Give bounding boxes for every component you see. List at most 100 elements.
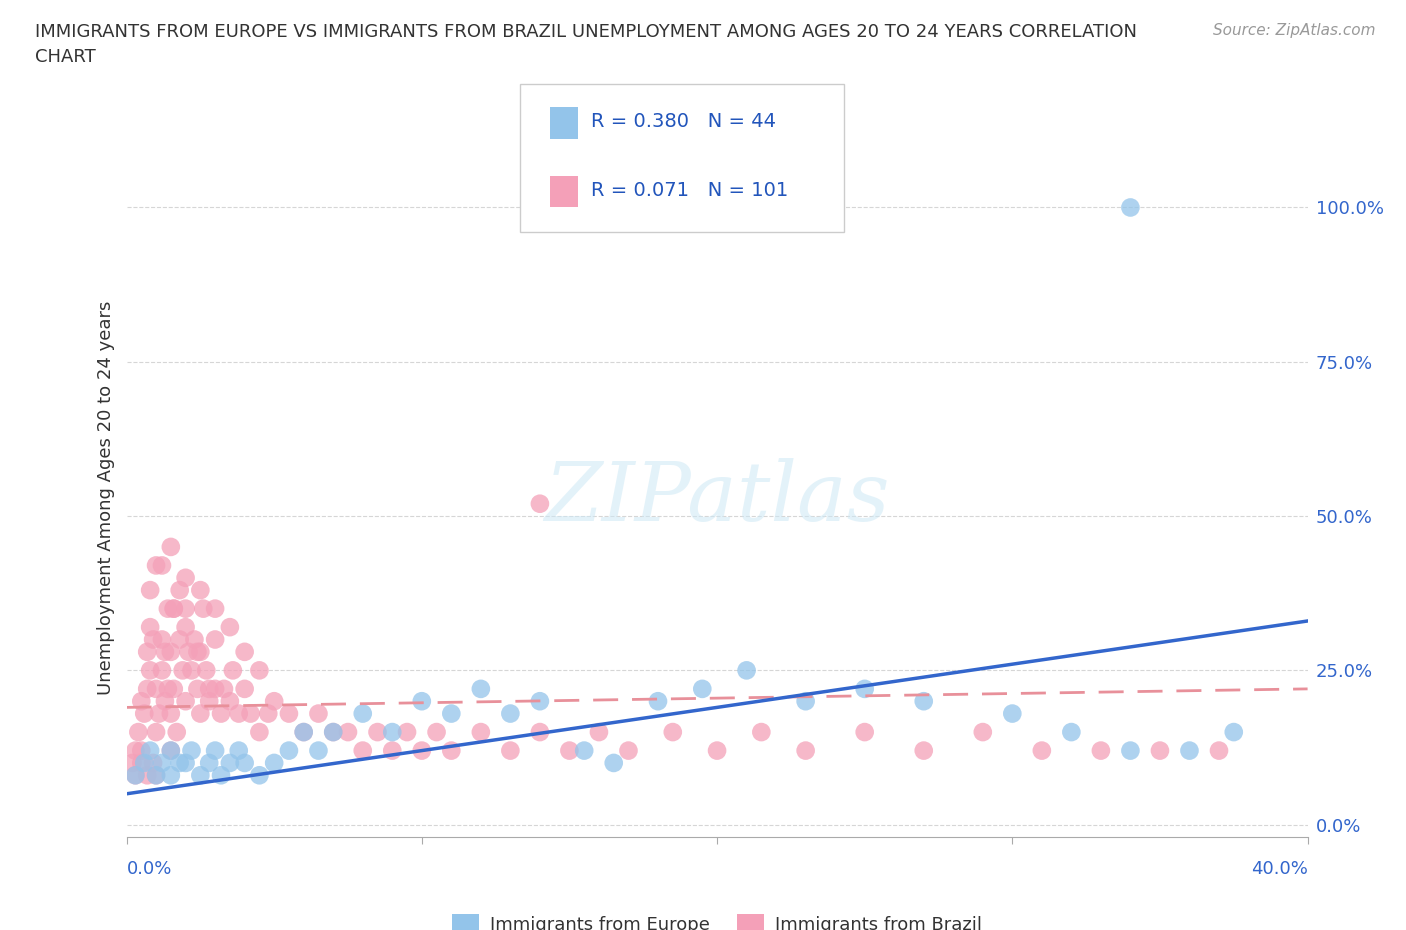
Point (136, 768, 159, 783)
Point (174, 694, 197, 709)
Point (322, 724, 344, 739)
Point (156, 601, 179, 616)
Point (1222, 724, 1246, 739)
Point (853, 682, 876, 697)
Point (292, 724, 315, 739)
Point (574, 743, 596, 758)
Point (148, 706, 170, 721)
Point (499, 706, 522, 721)
Point (145, 558, 167, 573)
Point (706, 743, 728, 758)
Point (129, 743, 153, 758)
Point (188, 706, 211, 721)
Point (352, 743, 374, 758)
Point (139, 619, 162, 634)
Point (440, 743, 463, 758)
Point (166, 724, 188, 739)
Point (233, 644, 256, 659)
Point (134, 755, 156, 770)
Point (470, 724, 492, 739)
Point (647, 694, 669, 709)
Point (163, 601, 186, 616)
Point (150, 558, 173, 573)
Point (198, 694, 221, 709)
Point (239, 706, 262, 721)
Point (186, 682, 208, 697)
Y-axis label: Unemployment Among Ages 20 to 24 years: Unemployment Among Ages 20 to 24 years (97, 300, 115, 695)
Text: CHART: CHART (35, 48, 96, 66)
Text: 0.0%: 0.0% (127, 860, 172, 878)
Point (172, 663, 194, 678)
Point (247, 724, 270, 739)
Point (174, 570, 197, 585)
Point (124, 768, 146, 783)
Point (794, 694, 817, 709)
Point (169, 755, 191, 770)
Point (139, 743, 162, 758)
Point (233, 755, 256, 770)
Point (142, 755, 165, 770)
Point (195, 663, 218, 678)
Point (129, 755, 153, 770)
Point (174, 755, 197, 770)
Point (1090, 743, 1112, 758)
Point (204, 682, 226, 697)
Point (425, 724, 447, 739)
Point (1001, 706, 1024, 721)
Point (174, 619, 197, 634)
Text: R = 0.071   N = 101: R = 0.071 N = 101 (591, 181, 787, 200)
Point (169, 583, 191, 598)
Point (153, 694, 176, 709)
Point (188, 768, 211, 783)
Point (440, 706, 463, 721)
Point (174, 601, 197, 616)
Point (139, 583, 162, 598)
Point (292, 724, 315, 739)
Point (1031, 743, 1053, 758)
Point (177, 644, 200, 659)
Point (263, 755, 285, 770)
Point (180, 663, 202, 678)
Point (193, 601, 215, 616)
Point (411, 743, 433, 758)
Point (381, 724, 404, 739)
Point (121, 755, 143, 770)
Point (127, 724, 149, 739)
Point (212, 682, 235, 697)
Point (470, 682, 492, 697)
Point (150, 632, 173, 647)
Text: IMMIGRANTS FROM EUROPE VS IMMIGRANTS FROM BRAZIL UNEMPLOYMENT AMONG AGES 20 TO 2: IMMIGRANTS FROM EUROPE VS IMMIGRANTS FRO… (35, 23, 1137, 41)
Point (169, 632, 191, 647)
Point (322, 724, 344, 739)
Point (159, 743, 183, 758)
Point (219, 619, 242, 634)
Point (307, 706, 329, 721)
Point (228, 706, 250, 721)
Point (222, 663, 245, 678)
Point (411, 694, 433, 709)
Point (142, 632, 165, 647)
Point (136, 682, 159, 697)
Point (209, 706, 232, 721)
Text: ZIPatlas: ZIPatlas (544, 458, 890, 538)
Point (159, 768, 183, 783)
Legend: Immigrants from Europe, Immigrants from Brazil: Immigrants from Europe, Immigrants from … (444, 907, 990, 930)
Point (156, 682, 179, 697)
Point (188, 583, 211, 598)
Point (159, 539, 183, 554)
Point (588, 724, 610, 739)
Point (159, 743, 183, 758)
Text: R = 0.380   N = 44: R = 0.380 N = 44 (591, 113, 776, 131)
Point (136, 644, 159, 659)
Point (257, 706, 280, 721)
Point (735, 663, 758, 678)
Point (499, 743, 522, 758)
Point (163, 601, 186, 616)
Point (228, 743, 250, 758)
Point (278, 743, 301, 758)
Point (912, 694, 935, 709)
Point (145, 724, 167, 739)
Point (529, 497, 551, 512)
Point (150, 755, 173, 770)
Point (558, 743, 581, 758)
